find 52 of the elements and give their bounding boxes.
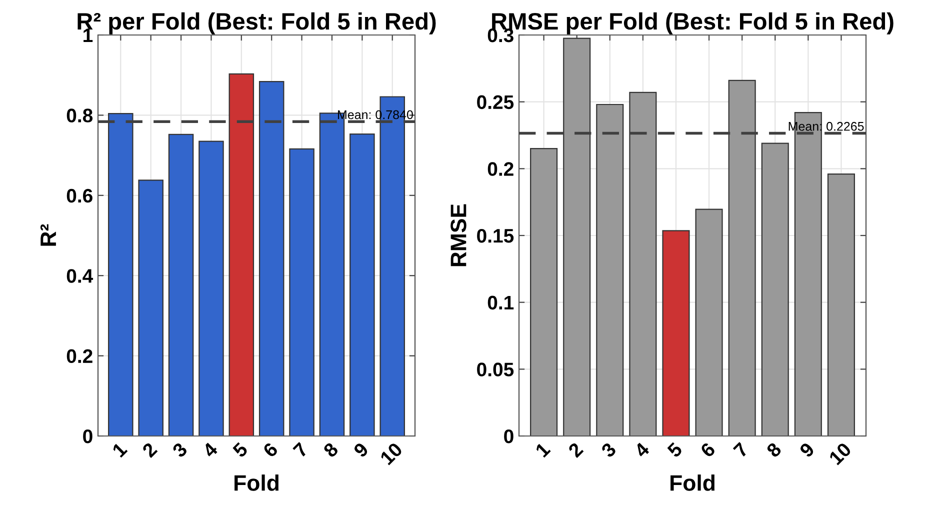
x-tick-label: 3 — [171, 442, 188, 458]
bar — [289, 148, 314, 436]
x-tick-label: 5 — [666, 442, 684, 458]
bar — [198, 140, 224, 436]
bar — [108, 113, 134, 436]
y-tick-label: 0.4 — [66, 269, 94, 283]
bar — [662, 230, 690, 436]
bar — [629, 92, 657, 436]
bar — [228, 73, 254, 436]
bar — [827, 173, 855, 436]
y-axis-title: R² — [40, 224, 56, 246]
bar — [728, 80, 756, 436]
x-tick-label: 6 — [700, 442, 716, 458]
y-tick-label: 0.6 — [66, 188, 92, 203]
y-tick-label: 0.2 — [488, 162, 514, 176]
x-tick-label: 8 — [766, 442, 782, 458]
x-tick-label: 1 — [112, 442, 128, 458]
y-tick-label: 0.8 — [66, 108, 93, 122]
x-tick-label: 2 — [567, 442, 584, 458]
bar — [761, 142, 789, 436]
x-tick-label: 4 — [633, 441, 650, 458]
bar — [138, 180, 164, 436]
bar — [695, 208, 723, 436]
y-tick-label: 0.25 — [477, 95, 514, 110]
x-tick-label: 6 — [262, 442, 279, 458]
x-tick-label: 7 — [732, 442, 749, 458]
bar — [168, 134, 194, 436]
y-tick-label: 0 — [83, 429, 92, 444]
y-tick-label: 0.05 — [477, 362, 514, 376]
x-tick-label: 4 — [202, 441, 219, 458]
x-tick-label: 2 — [141, 442, 158, 458]
bar — [596, 104, 624, 436]
x-tick-label: 9 — [352, 442, 370, 458]
x-tick-label: 1 — [534, 442, 551, 458]
x-tick-label: 10 — [380, 442, 404, 466]
x-tick-label: 3 — [600, 442, 617, 458]
x-tick-label: 5 — [232, 442, 249, 458]
y-tick-label: 0.1 — [488, 296, 514, 310]
y-tick-label: 0.15 — [477, 228, 514, 243]
bar — [350, 133, 375, 436]
x-tick-label: 10 — [828, 442, 852, 466]
y-axis-title: RMSE — [450, 204, 466, 266]
y-tick-label: 0 — [504, 429, 514, 444]
x-axis-title: Fold — [234, 474, 278, 491]
x-tick-label: 8 — [322, 442, 340, 458]
x-tick-label: 9 — [798, 442, 816, 458]
bar — [530, 148, 558, 436]
bar — [258, 80, 284, 436]
x-tick-label: 7 — [292, 442, 309, 458]
x-axis-title: Fold — [670, 474, 714, 491]
y-tick-label: 0.2 — [66, 349, 92, 364]
bar — [563, 38, 591, 436]
